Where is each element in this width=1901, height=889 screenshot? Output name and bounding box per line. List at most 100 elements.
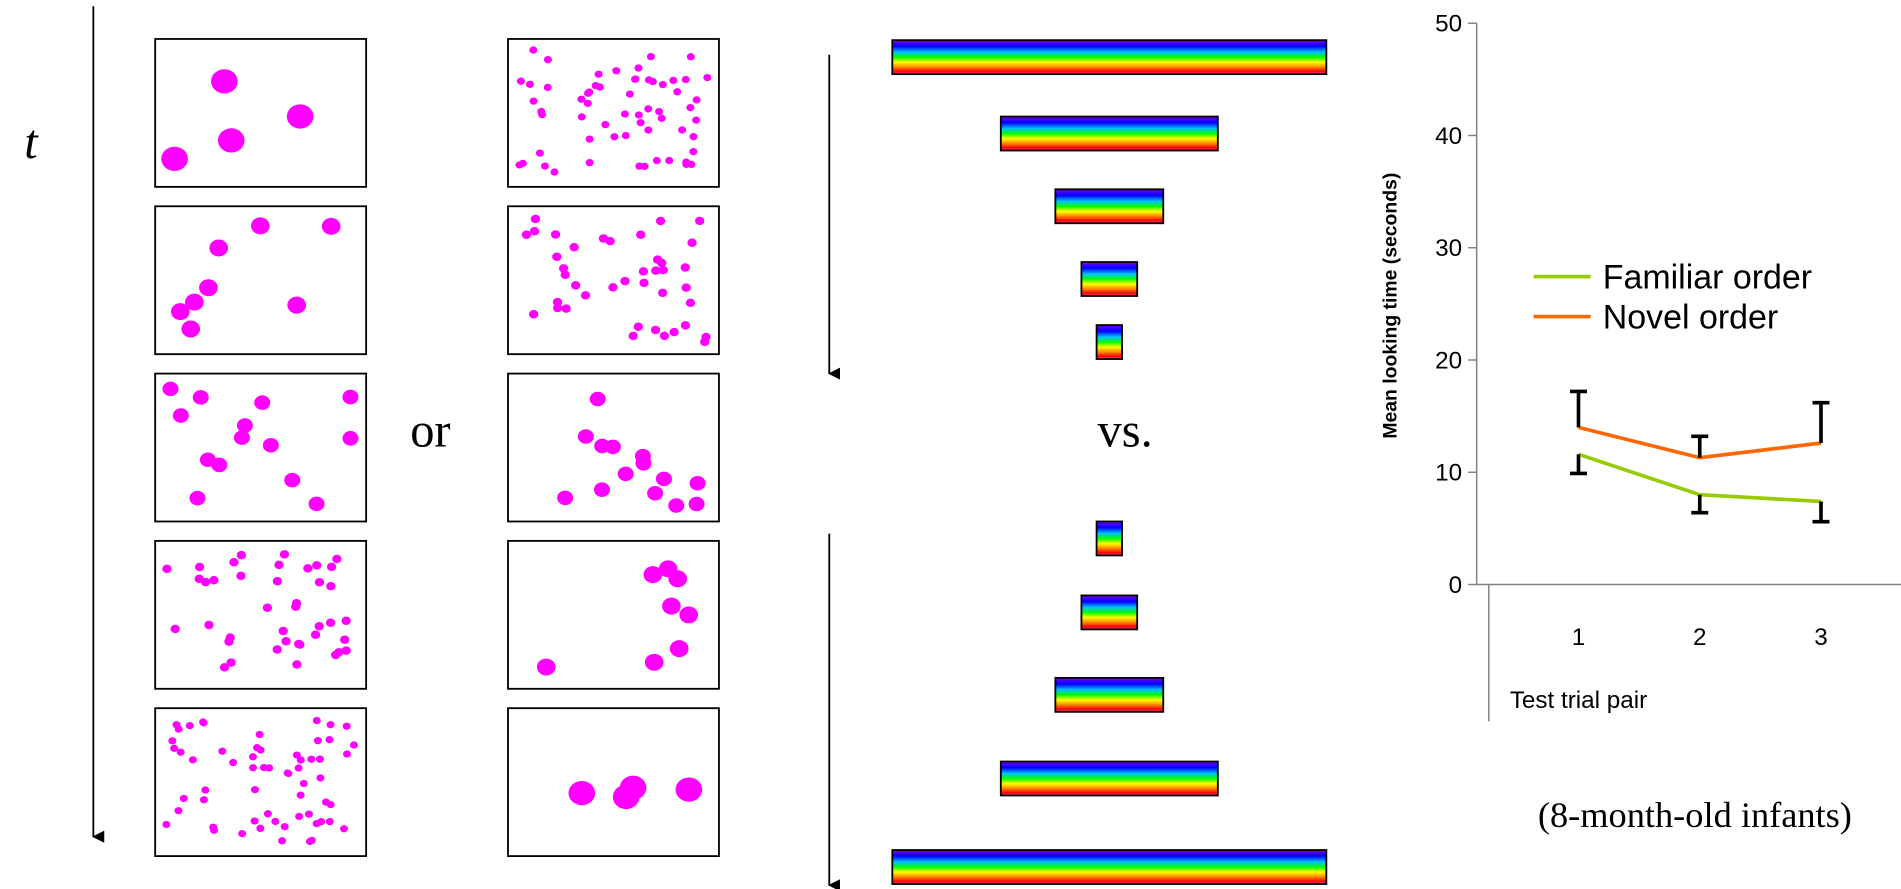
time-label: t [24,116,39,169]
dot [529,46,537,53]
rainbow-bar [892,850,1326,884]
dot [300,780,308,787]
dot [656,472,672,487]
dot [342,390,358,405]
dot [601,121,609,128]
stimulus-panel [155,708,366,856]
dot [632,75,640,82]
dot [622,132,630,139]
dot [251,786,259,793]
dot [690,476,706,491]
dot [297,756,305,763]
dot [634,64,642,71]
dot [295,813,303,820]
dot [189,491,205,506]
dot [635,163,643,170]
dot [660,332,669,340]
dot [326,582,335,590]
dot [342,431,358,446]
dot [530,98,538,105]
dot [314,737,322,744]
dot [639,279,648,287]
dot [594,482,610,497]
dot [162,821,170,828]
dot [274,561,283,569]
dot [689,148,697,155]
dot [647,53,655,60]
dot [594,439,610,454]
dot [257,746,265,753]
dot [613,785,640,809]
dot [689,133,697,140]
dot [577,96,585,103]
dot [629,332,638,340]
dot [271,818,279,825]
dot [620,277,629,285]
dot [578,113,586,120]
dot [313,820,321,827]
dot [608,283,617,291]
rainbow-bar [1001,117,1218,151]
dot [173,408,189,423]
x-tick-label: 1 [1572,624,1585,651]
dot [311,631,320,639]
dot [218,748,226,755]
dot [644,126,652,133]
dot [586,159,594,166]
rainbow-bar [1081,595,1137,629]
dot [193,390,209,405]
dot [557,491,573,506]
dot [687,238,696,246]
series-line [1579,454,1821,501]
dot [590,392,606,407]
dot [350,741,358,748]
dot [309,497,325,512]
stimulus-panel [155,541,366,689]
dot [287,297,306,314]
dot [204,621,213,629]
dot [237,418,253,433]
x-axis-title: Test trial pair [1510,687,1647,714]
dot [251,817,259,824]
y-tick-label: 10 [1435,460,1462,487]
dot [331,651,340,659]
dot [645,654,664,671]
dot [316,774,324,781]
dot [651,266,660,274]
dot [284,473,300,488]
rainbow-bar [892,40,1326,74]
caption: (8-month-old infants) [1538,795,1852,835]
dot [174,807,182,814]
dot [195,575,204,583]
dot [550,168,558,175]
dot [668,570,687,587]
y-tick-label: 0 [1449,572,1462,599]
dot [322,798,330,805]
dot [636,230,645,238]
error-bar [1812,403,1829,443]
figure: t or vs. (8-month-old infants) Test tria… [0,0,1901,889]
dot [537,659,556,676]
dot [651,326,660,334]
dot [161,147,188,171]
dot [561,304,570,312]
dot [657,259,666,267]
rainbow-bar [1097,325,1122,359]
dot [681,263,690,271]
dot [237,551,246,559]
dot [693,96,701,103]
dot [224,637,233,645]
dot [544,56,552,63]
dot [669,77,677,84]
dot [635,456,651,471]
dot [211,69,238,93]
dot [686,104,694,111]
dot [635,111,643,118]
error-bar [1812,501,1829,521]
dot [669,328,678,336]
dot [238,830,246,837]
dot [273,577,282,585]
dot [294,640,303,648]
dot [313,717,321,724]
dot [552,252,561,260]
